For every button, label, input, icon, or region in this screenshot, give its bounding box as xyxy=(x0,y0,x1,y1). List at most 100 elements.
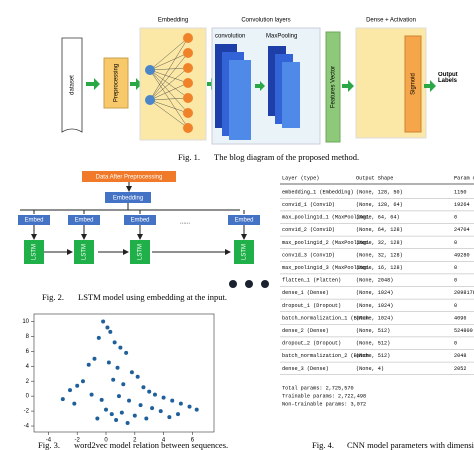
point xyxy=(99,397,104,402)
cell: (None, 4) xyxy=(356,366,384,372)
cell: 0 xyxy=(454,265,457,271)
point xyxy=(187,404,192,409)
cell: 0 xyxy=(454,215,457,221)
cell: conv1d_1 (Conv1D) xyxy=(282,202,335,208)
point xyxy=(150,406,155,411)
edge xyxy=(149,97,189,101)
arrow xyxy=(130,78,142,90)
node xyxy=(183,123,193,133)
cell: dense_2 (Dense) xyxy=(282,328,329,334)
figure-2: Data After Preprocessing Embedding .....… xyxy=(18,171,269,302)
caption: word2vec model relation between sequence… xyxy=(74,440,228,450)
features-label: Features Vector xyxy=(331,66,337,108)
cell: 0 xyxy=(454,240,457,246)
y-tick-label: -2 xyxy=(24,409,30,415)
embed-label: Embed xyxy=(130,218,149,224)
point xyxy=(95,416,100,421)
embed-label: Embed xyxy=(74,218,93,224)
embedding-label: Embedding xyxy=(113,196,143,202)
header-cell: Layer (type) xyxy=(282,175,319,181)
y-tick-label: 4 xyxy=(26,364,30,370)
cell: (None, 64, 64) xyxy=(356,215,400,221)
cell: (None, 512) xyxy=(356,328,390,334)
cell: (None, 128, 64) xyxy=(356,202,403,208)
dense-title: Dense + Activation xyxy=(366,18,416,24)
y-tick-label: 10 xyxy=(22,319,29,325)
cell: 49280 xyxy=(454,252,470,258)
point xyxy=(105,325,110,330)
point xyxy=(127,398,132,403)
caption: The blog diagram of the proposed method. xyxy=(214,152,359,162)
y-tick-label: 6 xyxy=(26,349,30,355)
lstm-box xyxy=(234,240,254,264)
cell: dropout_2 (Dropout) xyxy=(282,341,341,347)
edge xyxy=(149,99,189,129)
point xyxy=(161,395,166,400)
cell: dropout_1 (Dropout) xyxy=(282,303,341,309)
x-tick-label: -2 xyxy=(75,438,81,444)
point xyxy=(75,383,80,388)
caption-number: Fig. 3. xyxy=(38,440,60,450)
cell: flatten_1 (Flatten) xyxy=(282,278,341,284)
arrow xyxy=(255,81,265,91)
figure-1: dataset Preprocessing Embedding Convolut… xyxy=(61,18,458,162)
point xyxy=(115,365,120,370)
edge xyxy=(149,99,189,114)
embed-label: Embed xyxy=(234,218,253,224)
cell: (None, 128, 50) xyxy=(356,189,403,195)
pool-label: MaxPooling xyxy=(266,34,297,40)
edge xyxy=(149,37,189,101)
point xyxy=(138,403,143,408)
point xyxy=(114,418,119,423)
point xyxy=(135,374,140,379)
lstm-box xyxy=(24,240,44,264)
arrow xyxy=(86,78,100,90)
total: Non-trainable params: 3,072 xyxy=(282,401,366,407)
x-tick-label: -4 xyxy=(46,438,52,444)
cell: 2098176 xyxy=(454,290,474,296)
node xyxy=(183,63,193,73)
x-tick-label: 6 xyxy=(191,438,195,444)
point xyxy=(106,360,111,365)
features-box xyxy=(325,31,341,143)
cell: 24704 xyxy=(454,227,470,233)
embed-box xyxy=(124,215,156,225)
embed-label: Embed xyxy=(24,218,43,224)
lstm-label: LSTM xyxy=(138,244,144,260)
cell: conv1d_2 (Conv1D) xyxy=(282,227,335,233)
cell: dense_3 (Dense) xyxy=(282,366,329,372)
total: Total params: 2,725,570 xyxy=(282,385,354,391)
input-label: Data After Preprocessing xyxy=(96,175,163,181)
cell: 19264 xyxy=(454,202,470,208)
edge xyxy=(149,37,189,71)
cell: 4096 xyxy=(454,315,466,321)
cell: max_pooling1d_2 (MaxPooling1 xyxy=(282,240,369,246)
cell: 2052 xyxy=(454,366,466,372)
cell: conv1d_3 (Conv1D) xyxy=(282,252,335,258)
point xyxy=(178,401,183,406)
cell: (None, 1024) xyxy=(356,315,393,321)
cell: dense_1 (Dense) xyxy=(282,290,329,296)
cell: (None, 32, 128) xyxy=(356,252,403,258)
x-tick-label: 4 xyxy=(162,438,166,444)
point xyxy=(158,409,163,414)
point xyxy=(129,370,134,375)
y-tick-label: 8 xyxy=(26,334,30,340)
x-tick-label: 2 xyxy=(133,438,137,444)
point xyxy=(147,389,152,394)
x-tick-label: 0 xyxy=(104,438,108,444)
point xyxy=(141,385,146,390)
arrow xyxy=(424,80,436,92)
ellipsis: ...... xyxy=(180,220,190,226)
sigmoid-label: Sigmoid xyxy=(411,73,417,95)
embedding-title: Embedding xyxy=(158,18,188,24)
caption-number: Fig. 4. xyxy=(312,440,334,450)
caption: CNN model parameters with dimension xyxy=(347,440,474,450)
y-tick-label: 0 xyxy=(26,394,30,400)
point xyxy=(119,410,124,415)
figure-4: Fig. 4. CNN model parameters with dimens… xyxy=(280,175,474,450)
dot xyxy=(229,280,237,288)
cell: batch_normalization_2 (Batch xyxy=(282,353,369,359)
dot xyxy=(261,280,269,288)
cell: max_pooling1d_3 (MaxPooling1 xyxy=(282,265,369,271)
